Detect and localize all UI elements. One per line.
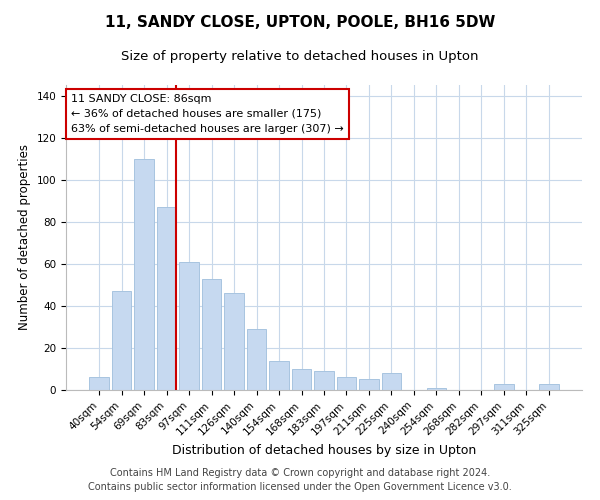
X-axis label: Distribution of detached houses by size in Upton: Distribution of detached houses by size … (172, 444, 476, 456)
Bar (247, 329, 266, 390)
Bar (494, 384, 514, 390)
Bar (427, 388, 446, 390)
Bar (89, 378, 109, 390)
Bar (224, 293, 244, 390)
Bar (179, 262, 199, 390)
Bar (337, 378, 356, 390)
Bar (292, 369, 311, 390)
Y-axis label: Number of detached properties: Number of detached properties (18, 144, 31, 330)
Bar (269, 360, 289, 390)
Bar (134, 158, 154, 390)
Text: 11 SANDY CLOSE: 86sqm
← 36% of detached houses are smaller (175)
63% of semi-det: 11 SANDY CLOSE: 86sqm ← 36% of detached … (71, 94, 344, 134)
Bar (359, 380, 379, 390)
Text: Contains HM Land Registry data © Crown copyright and database right 2024.: Contains HM Land Registry data © Crown c… (110, 468, 490, 477)
Bar (202, 278, 221, 390)
Bar (112, 291, 131, 390)
Bar (539, 384, 559, 390)
Bar (314, 371, 334, 390)
Text: 11, SANDY CLOSE, UPTON, POOLE, BH16 5DW: 11, SANDY CLOSE, UPTON, POOLE, BH16 5DW (105, 15, 495, 30)
Text: Size of property relative to detached houses in Upton: Size of property relative to detached ho… (121, 50, 479, 63)
Text: Contains public sector information licensed under the Open Government Licence v3: Contains public sector information licen… (88, 482, 512, 492)
Bar (382, 373, 401, 390)
Bar (157, 207, 176, 390)
